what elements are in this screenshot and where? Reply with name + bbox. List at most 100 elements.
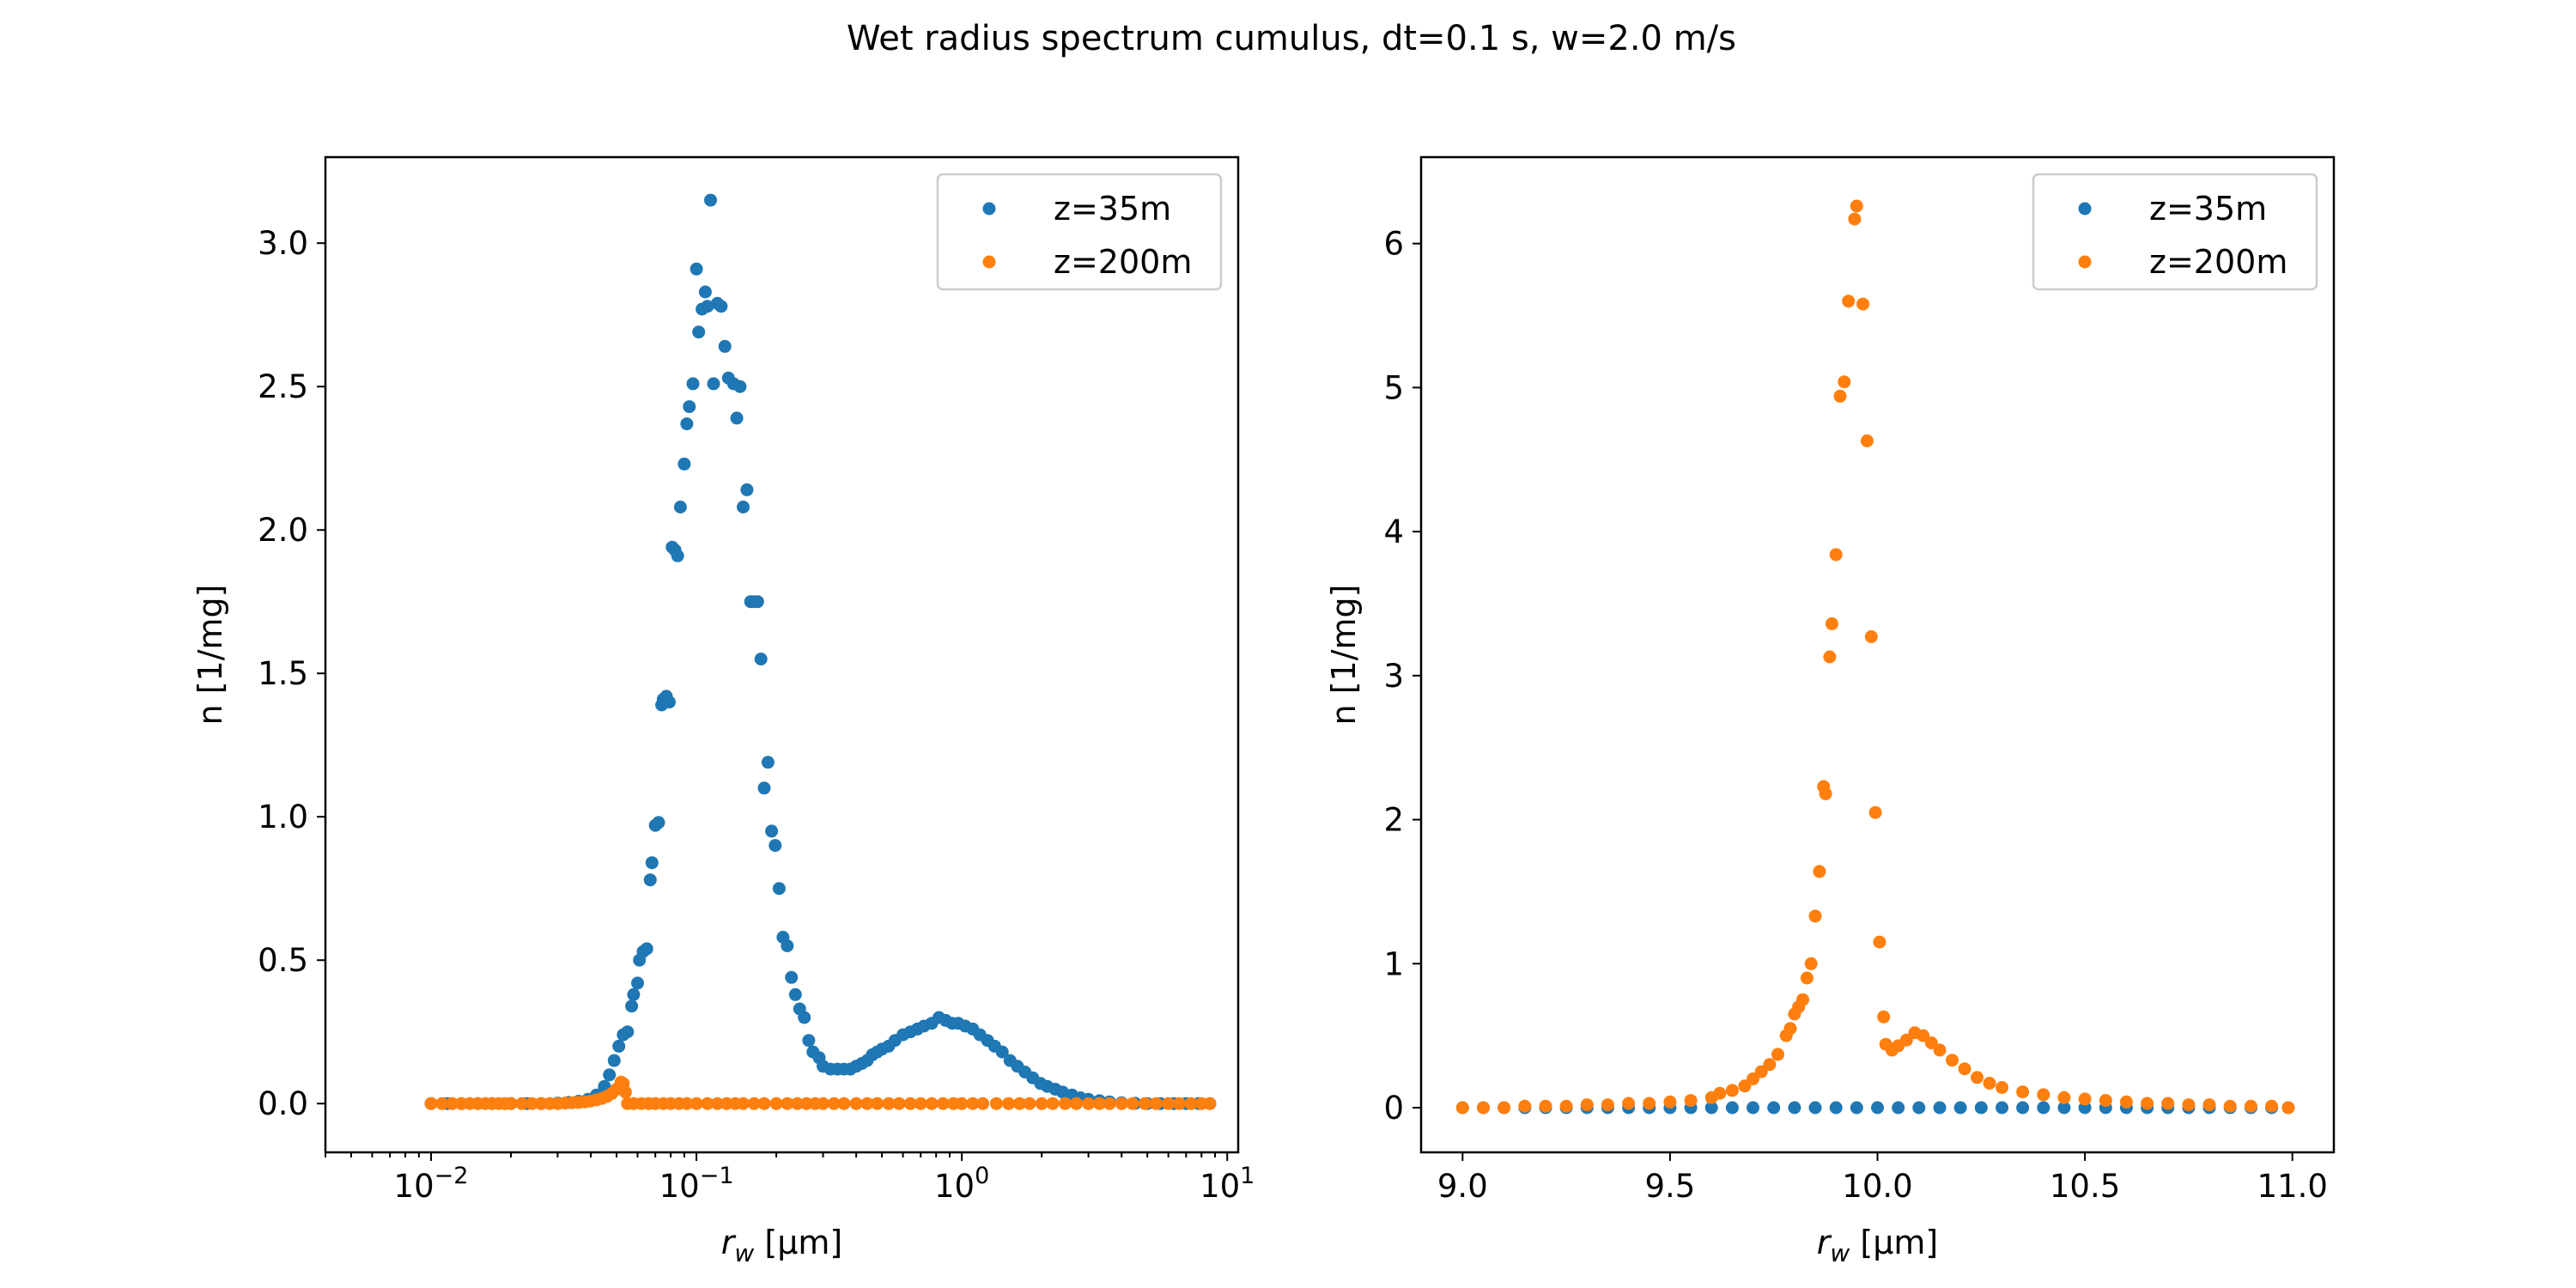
data-point	[1983, 1077, 1996, 1090]
data-point	[1850, 1101, 1863, 1115]
data-point	[1139, 1097, 1151, 1110]
data-point	[781, 1097, 794, 1110]
data-point	[837, 1097, 851, 1110]
data-point	[737, 1097, 750, 1110]
data-point	[1871, 1101, 1884, 1115]
data-point	[1012, 1097, 1026, 1110]
legend-marker	[2078, 255, 2092, 269]
y-tick-label: 2	[1383, 802, 1404, 839]
x-tick-label: 9.0	[1437, 1168, 1488, 1205]
data-point	[1958, 1062, 1971, 1076]
data-point	[446, 1097, 459, 1110]
y-tick-label: 2.0	[258, 512, 308, 549]
y-tick-label: 5	[1383, 369, 1404, 406]
data-point	[860, 1097, 874, 1110]
data-point	[1082, 1097, 1096, 1110]
data-point	[827, 1097, 841, 1110]
data-point	[2281, 1101, 2295, 1115]
data-point	[2016, 1101, 2030, 1115]
right-chart-panel: 0 1 2 3 4 5 6 9.0 9.5 10.0 10.5 11.0 rw [μm] n [1/m…	[1325, 155, 2336, 1267]
data-point	[1829, 1101, 1843, 1115]
data-point	[1912, 1101, 1926, 1115]
data-point	[772, 882, 786, 896]
data-point	[640, 942, 653, 956]
data-point	[1103, 1097, 1116, 1110]
data-point	[435, 1097, 449, 1110]
data-point	[1601, 1098, 1614, 1112]
data-point	[631, 976, 644, 990]
x-tick-label: 10.0	[1842, 1168, 1912, 1205]
data-point	[754, 653, 768, 665]
data-point	[1747, 1072, 1759, 1085]
data-point	[791, 1097, 805, 1110]
left-chart-series-1	[424, 1075, 1217, 1110]
data-point	[1996, 1101, 2008, 1115]
data-point	[802, 1034, 816, 1048]
figure-title: Wet radius spectrum cumulus, dt=0.1 s, w…	[847, 19, 1736, 58]
data-point	[882, 1097, 896, 1110]
data-point	[680, 1097, 694, 1110]
data-point	[1823, 650, 1837, 664]
data-point	[1559, 1099, 1573, 1113]
data-point	[1622, 1097, 1636, 1110]
data-point	[781, 939, 794, 952]
legend-frame	[936, 173, 1223, 291]
data-point	[711, 1097, 724, 1110]
data-point	[673, 501, 687, 513]
data-point	[671, 549, 684, 562]
data-point	[936, 1097, 950, 1110]
data-point	[1796, 993, 1809, 1006]
data-point	[1800, 971, 1814, 985]
data-point	[2265, 1099, 2278, 1113]
data-point	[704, 193, 717, 207]
data-point	[1725, 1101, 1739, 1115]
right-chart-ticks: 0 1 2 3 4 5 6 9.0 9.5 10.0 10.5 11.0	[1383, 226, 2327, 1205]
data-point	[2078, 1092, 2092, 1106]
data-point	[504, 1097, 518, 1110]
data-point	[1825, 617, 1838, 630]
data-point	[733, 380, 747, 393]
y-tick-label: 1.0	[258, 799, 308, 835]
data-point	[1864, 630, 1878, 643]
data-point	[1023, 1097, 1036, 1110]
data-point	[769, 1097, 783, 1110]
data-point	[1518, 1099, 1532, 1113]
legend-marker	[2078, 202, 2092, 216]
data-point	[1115, 1097, 1128, 1110]
left-chart-xlabel: rw [μm]	[721, 1224, 842, 1267]
data-point	[966, 1097, 980, 1110]
y-tick-label: 1.5	[258, 655, 308, 692]
data-point	[643, 873, 657, 887]
data-point	[1819, 787, 1832, 800]
y-tick-label: 0.5	[258, 942, 308, 979]
data-point	[757, 781, 771, 795]
data-point	[2141, 1097, 2154, 1110]
right-chart-xlabel: rw [μm]	[1817, 1224, 1938, 1267]
data-point	[976, 1097, 990, 1110]
data-point	[761, 756, 775, 769]
data-point	[627, 987, 641, 1001]
data-point	[718, 339, 732, 353]
data-point	[2244, 1099, 2257, 1113]
data-point	[1002, 1097, 1016, 1110]
data-point	[618, 1085, 632, 1099]
right-chart-frame	[1419, 155, 2336, 1154]
data-point	[1953, 1101, 1967, 1115]
data-point	[1848, 212, 1862, 226]
data-point	[1873, 935, 1886, 949]
data-point	[1126, 1097, 1139, 1110]
data-point	[1162, 1097, 1176, 1110]
data-point	[707, 377, 720, 391]
data-point	[747, 1097, 761, 1110]
data-point	[1974, 1101, 1988, 1115]
data-point	[607, 1054, 621, 1067]
x-tick-label: 9.5	[1644, 1168, 1695, 1205]
legend-label: z=200m	[1054, 243, 1192, 281]
data-point	[424, 1097, 438, 1110]
legend-label: z=35m	[1054, 190, 1171, 228]
data-point	[1856, 297, 1870, 311]
data-point	[871, 1097, 884, 1110]
data-point	[1643, 1097, 1656, 1110]
data-point	[686, 377, 700, 391]
legend-marker	[982, 255, 996, 269]
